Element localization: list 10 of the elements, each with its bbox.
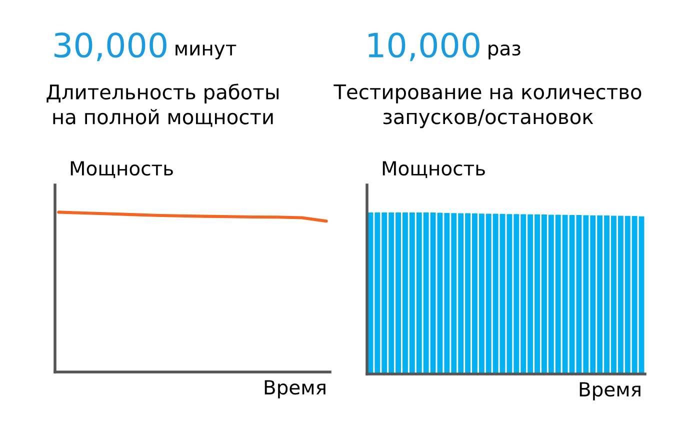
chart-title: 30,000 — [54, 32, 166, 62]
chart-subtitle: Тестирование на количество запусков/остановок — [334, 84, 642, 128]
x-axis-title: Время — [264, 380, 326, 398]
y-axis-title: Мощность — [382, 161, 485, 178]
chart-subtitle: Длительность работы на полной мощности — [46, 84, 279, 127]
text: раз — [488, 44, 520, 60]
y-axis-title: Мощность — [70, 161, 173, 178]
chart-title: 10,000 — [368, 32, 480, 62]
x-axis-title: Время — [580, 382, 640, 400]
text: минут — [176, 44, 236, 60]
